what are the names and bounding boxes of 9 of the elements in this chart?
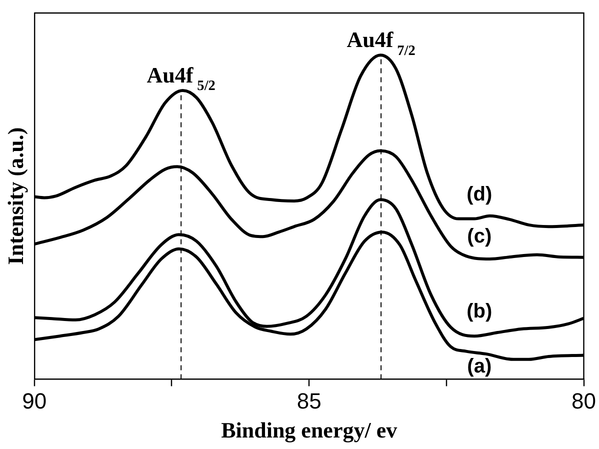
x-tick-label: 85 <box>296 388 322 414</box>
series-label: (c) <box>467 225 492 248</box>
x-tick-label: 80 <box>572 388 596 414</box>
series-label: (d) <box>466 183 492 206</box>
series-label: (a) <box>467 356 492 378</box>
x-axis-title: Binding energy/ ev <box>221 417 398 442</box>
series-label: (b) <box>466 300 492 323</box>
x-tick-label: 90 <box>22 388 47 414</box>
y-axis-title: Intensity (a.u.) <box>2 127 28 265</box>
